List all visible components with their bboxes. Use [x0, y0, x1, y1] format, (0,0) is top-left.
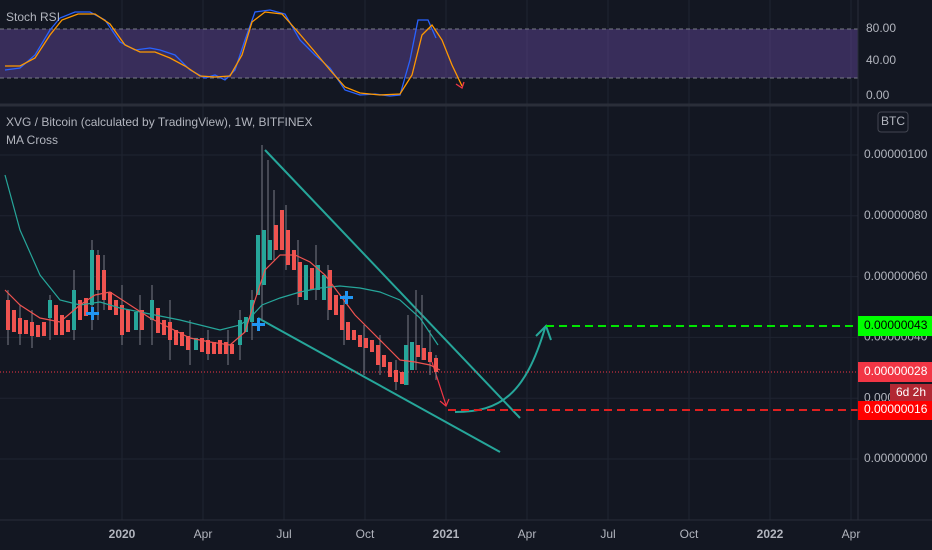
target-tag	[858, 316, 932, 336]
fast-ma	[4, 254, 441, 371]
axes: 80.00 40.00 0.00 0.00000100 0.00000080 0.0000…	[109, 21, 928, 541]
time-axis-label: Apr	[194, 527, 213, 541]
price-axis-label: 0.00000000	[864, 451, 928, 465]
wedge-upper	[264, 149, 521, 419]
chart-subtitle: MA Cross	[6, 133, 58, 147]
time-axis-label: 2022	[757, 527, 784, 541]
candles-down	[6, 210, 438, 384]
target-tag-label: 0.00000043	[864, 318, 928, 332]
support-tag-label: 0.00000016	[864, 402, 928, 416]
time-axis-label: Jul	[600, 527, 615, 541]
currency-button[interactable]	[877, 111, 909, 133]
rsi-axis-label: 80.00	[866, 21, 896, 35]
time-axis-label: 2021	[433, 527, 460, 541]
rsi-axis-label: 0.00	[866, 88, 890, 102]
slow-ma	[4, 174, 439, 346]
last-price-tag-label: 0.00000028	[864, 364, 928, 378]
price-axis-label: 0.00000100	[864, 147, 928, 161]
stoch-d-line	[5, 11, 463, 96]
countdown-tag	[890, 384, 932, 401]
time-axis-label: Jul	[276, 527, 291, 541]
chart-title: XVG / Bitcoin (calculated by TradingView…	[6, 115, 313, 129]
time-axis-label: Apr	[842, 527, 861, 541]
currency-button-label[interactable]: BTC	[881, 114, 905, 128]
projection-curve	[454, 327, 546, 413]
time-axis-label: Oct	[356, 527, 375, 541]
last-price-tag	[858, 362, 932, 382]
time-axis-label: Apr	[518, 527, 537, 541]
time-axis-label: 2020	[109, 527, 136, 541]
down-arrow-head	[439, 398, 450, 407]
countdown-label: 6d 2h	[896, 385, 926, 399]
indicator-name: Stoch RSI	[6, 10, 60, 24]
time-axis-label: Oct	[680, 527, 699, 541]
rsi-arrow-head	[455, 81, 465, 90]
price-axis-label: 0.00000060	[864, 269, 928, 283]
rsi-band	[0, 29, 858, 78]
rsi-axis-label: 40.00	[866, 53, 896, 67]
price-axis-label: 0.00000080	[864, 208, 928, 222]
wedge-lower	[257, 317, 501, 453]
support-tag	[858, 401, 932, 420]
grid	[0, 0, 858, 520]
